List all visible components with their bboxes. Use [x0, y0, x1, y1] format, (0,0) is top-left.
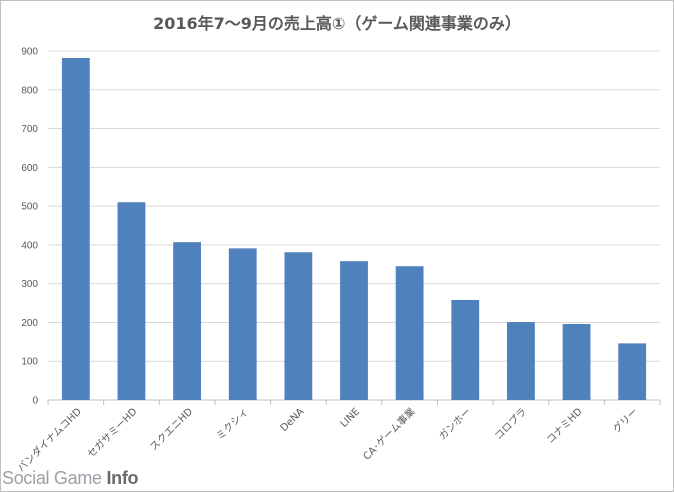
- bar: [395, 266, 424, 400]
- bar: [284, 252, 313, 400]
- bar: [562, 323, 591, 400]
- y-tick-label: 600: [21, 163, 38, 174]
- bar: [228, 248, 257, 400]
- watermark-prefix: Social Game: [2, 468, 107, 488]
- watermark-accent: Info: [106, 468, 139, 488]
- x-tick-label: セガサミーHD: [85, 405, 140, 460]
- grid-lines: [47, 50, 661, 405]
- bar: [340, 261, 368, 400]
- bar: [507, 322, 535, 400]
- x-tick-label: コロプラ: [492, 406, 529, 443]
- chart-title: 2016年7〜9月の売上高①（ゲーム関連事業のみ）: [153, 14, 521, 33]
- y-tick-label: 900: [21, 47, 38, 58]
- y-tick-label: 800: [21, 85, 38, 96]
- bars: [61, 57, 647, 400]
- bar: [451, 299, 480, 400]
- y-tick-label: 700: [21, 124, 38, 135]
- x-tick-label: DeNA: [279, 406, 307, 434]
- y-axis-ticks: 0 100 200 300 400 500 600 700 800 900: [21, 47, 38, 407]
- x-tick-label: グリー: [610, 405, 640, 435]
- x-tick-label: バンダイナムコHD: [14, 405, 84, 475]
- y-tick-label: 400: [21, 240, 38, 251]
- x-tick-label: スクエニHD: [148, 405, 196, 453]
- x-tick-label: LINE: [339, 406, 363, 430]
- bar: [173, 242, 201, 400]
- bar: [117, 202, 146, 400]
- x-tick-label: CA･ゲーム事業: [360, 405, 418, 463]
- y-tick-label: 200: [21, 318, 38, 329]
- x-tick-label: コナミHD: [544, 405, 585, 446]
- watermark-logo: Social Game Info: [2, 468, 139, 489]
- bar: [61, 57, 90, 400]
- y-tick-label: 0: [32, 396, 38, 407]
- y-tick-label: 100: [21, 357, 38, 368]
- x-axis-ticks: バンダイナムコHD セガサミーHD スクエニHD ミクシィ DeNA LINE CA･ゲーム…: [14, 405, 640, 475]
- y-tick-label: 300: [21, 279, 38, 290]
- y-tick-label: 500: [21, 202, 38, 213]
- bar: [618, 343, 647, 400]
- x-tick-label: ガンホー: [437, 406, 474, 443]
- x-tick-label: ミクシィ: [214, 406, 251, 443]
